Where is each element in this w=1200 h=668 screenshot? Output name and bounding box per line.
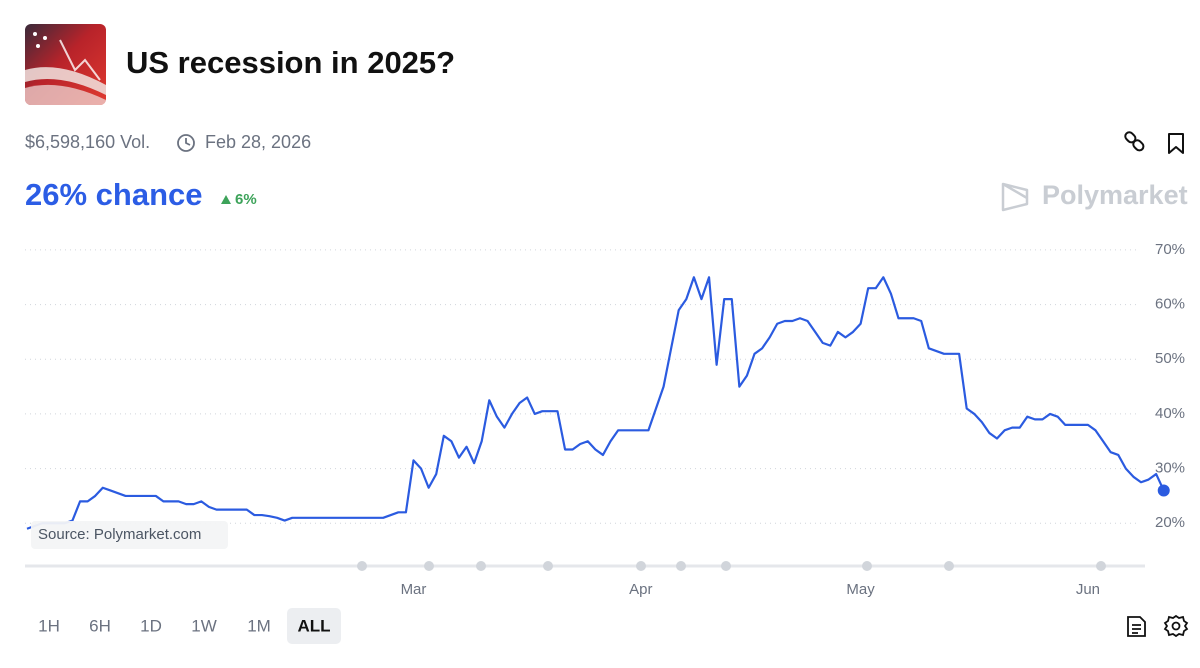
- volume: $6,598,160 Vol.: [25, 132, 150, 152]
- price-chart: 20% 30% 40% 50% 60% 70% Mar Apr May Jun: [25, 241, 1185, 598]
- time-range-button[interactable]: 1W: [191, 616, 217, 635]
- y-tick-label: 30%: [1155, 460, 1185, 477]
- y-tick-label: 20%: [1155, 514, 1185, 531]
- time-range-button[interactable]: 6H: [89, 616, 111, 635]
- market-thumbnail: [25, 24, 106, 105]
- y-tick-label: 70%: [1155, 241, 1185, 258]
- chance: 26% chance: [25, 177, 203, 212]
- y-tick-label: 40%: [1155, 405, 1185, 422]
- time-range-button[interactable]: 1H: [38, 616, 60, 635]
- time-range-button[interactable]: 1D: [140, 616, 162, 635]
- y-tick-label: 50%: [1155, 350, 1185, 367]
- brand-logo: [1001, 182, 1029, 212]
- selected-range-bg: [287, 608, 341, 644]
- brand-name: Polymarket: [1042, 180, 1188, 210]
- x-tick-label: Mar: [401, 581, 427, 598]
- current-point: [1157, 484, 1170, 497]
- settings-button[interactable]: [1163, 614, 1189, 638]
- x-tick-label: May: [846, 581, 875, 598]
- source-badge: [31, 521, 228, 549]
- x-tick-label: Jun: [1076, 581, 1100, 598]
- source: Source: Polymarket.com: [38, 526, 201, 543]
- bookmark-button[interactable]: [1168, 133, 1184, 154]
- x-tick-label: Apr: [629, 581, 652, 598]
- rules-button[interactable]: [1127, 616, 1146, 637]
- change: 6%: [235, 191, 257, 208]
- copy-link-button[interactable]: [1124, 131, 1145, 152]
- time-range-button[interactable]: 1M: [247, 616, 271, 635]
- price-line: [26, 276, 1165, 530]
- up-arrow-icon: [221, 195, 231, 204]
- clock-icon: [177, 134, 195, 152]
- event-markers: [357, 561, 1106, 571]
- market-title: US recession in 2025?: [126, 45, 455, 80]
- time-range-selector: 1H 6H 1D 1W 1M ALL: [38, 608, 341, 644]
- time-range-button[interactable]: ALL: [297, 616, 330, 635]
- end-date: Feb 28, 2026: [205, 132, 311, 152]
- y-tick-label: 60%: [1155, 296, 1185, 313]
